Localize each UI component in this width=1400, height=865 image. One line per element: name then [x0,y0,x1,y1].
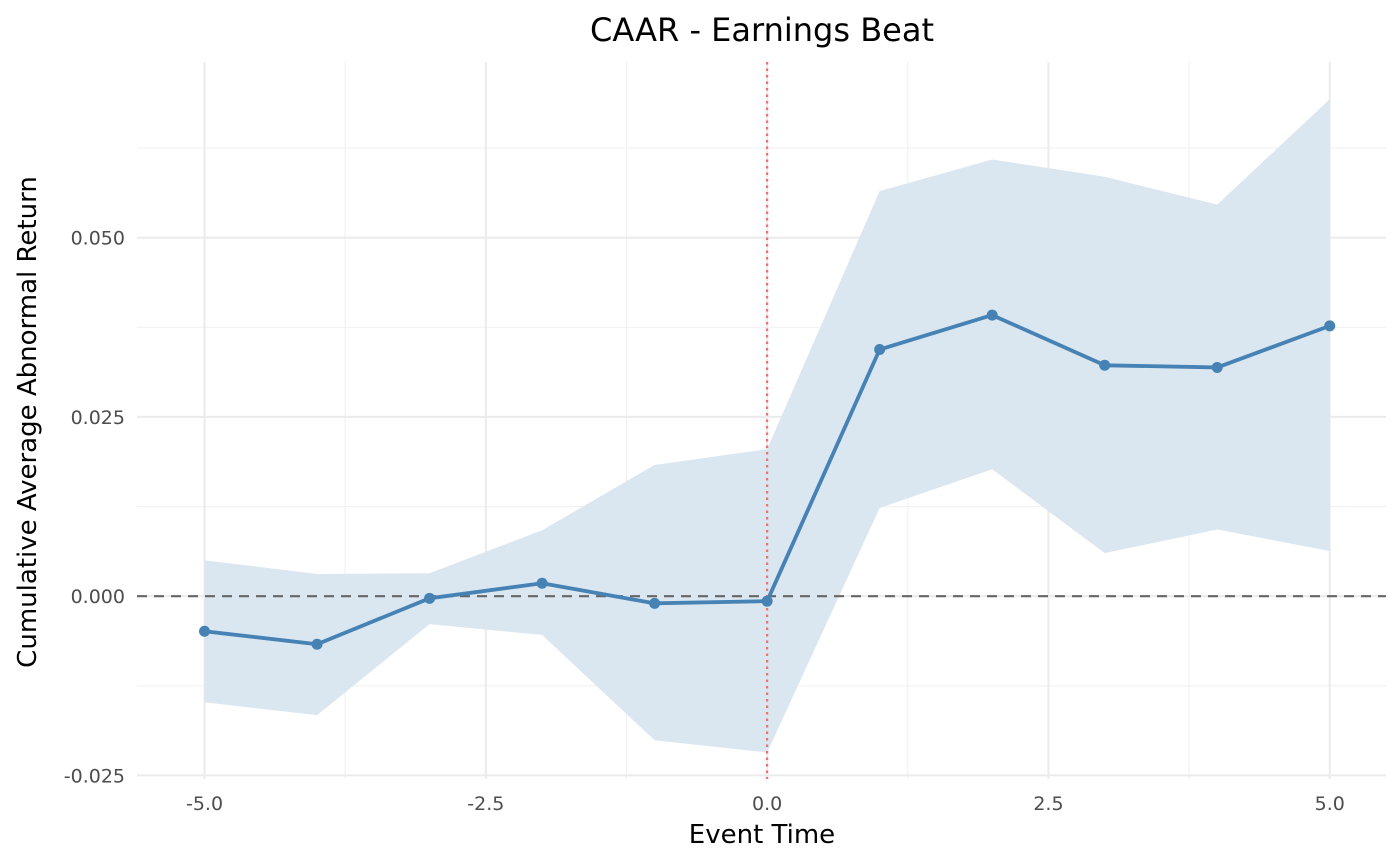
caar-data-point [536,577,548,589]
caar-data-point [199,625,211,637]
y-axis-title: Cumulative Average Abnormal Return [13,176,43,668]
caar-data-point [1211,361,1223,373]
x-tick-label: 5.0 [1315,793,1345,815]
x-tick-label: -5.0 [186,793,223,815]
caar-data-point [311,638,323,650]
caar-data-point [424,592,436,604]
x-tick-label: 0.0 [752,793,782,815]
caar-data-point [761,595,773,607]
reference-lines [137,62,1386,779]
caar-data-point [649,597,661,609]
y-tick-label: -0.025 [64,765,125,787]
x-axis-title: Event Time [689,820,835,850]
caar-data-point [986,309,998,321]
y-tick-label: 0.000 [71,586,125,608]
caar-data-point [874,344,886,356]
chart-title: CAAR - Earnings Beat [590,11,934,49]
y-tick-label: 0.050 [71,228,125,250]
x-axis-tick-labels: -5.0 -2.5 0.0 2.5 5.0 [186,793,1345,815]
y-axis-tick-labels: -0.025 0.000 0.025 0.050 [64,228,125,788]
caar-data-point [1324,320,1336,332]
series-points [199,309,1336,650]
caar-data-point [1099,359,1111,371]
x-tick-label: -2.5 [467,793,504,815]
x-tick-label: 2.5 [1033,793,1063,815]
y-tick-label: 0.025 [71,407,125,429]
